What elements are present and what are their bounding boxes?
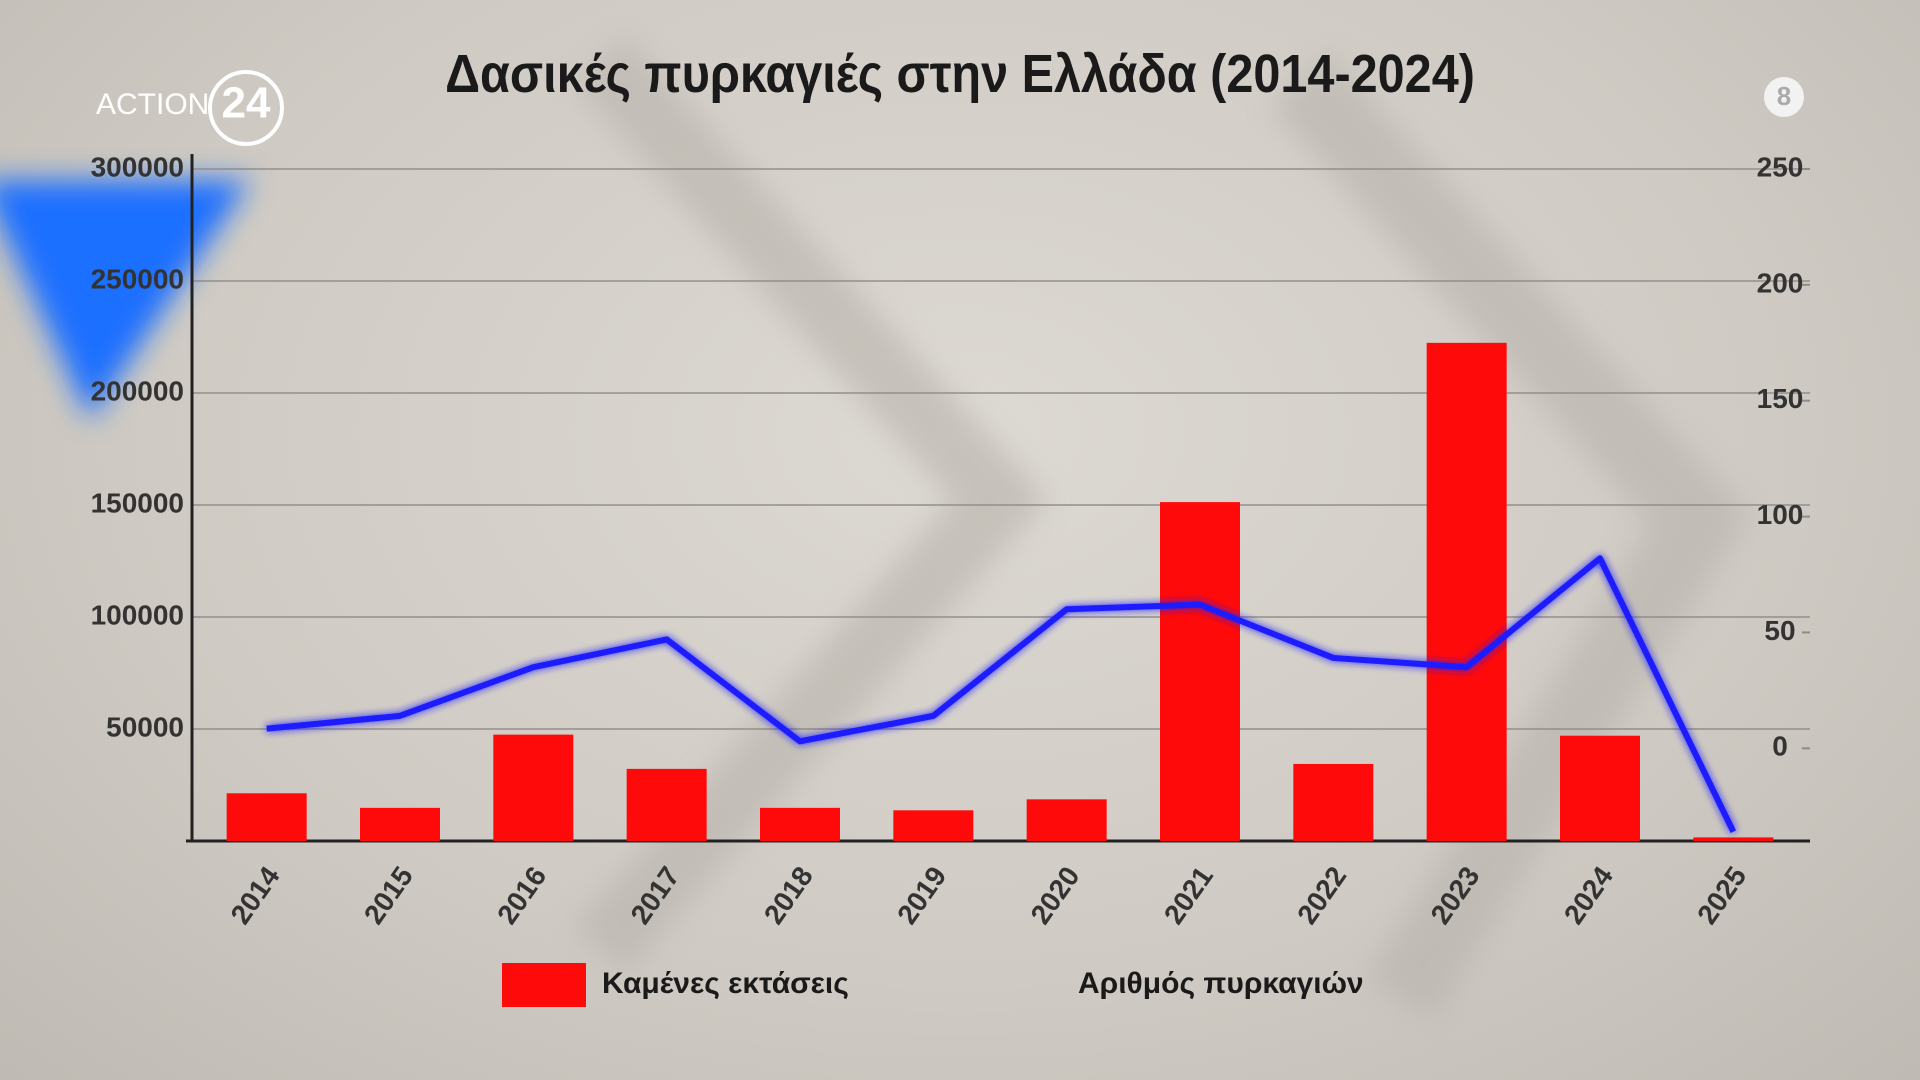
y2-tick-label: 100 (1757, 499, 1804, 530)
logo-ring (208, 70, 284, 146)
y-tick-label: 250000 (91, 263, 184, 294)
line (266, 555, 1737, 834)
chart-title: Δασικές πυρκαγιές στην Ελλάδα (2014-2024… (445, 43, 1475, 104)
y2-tick-label: 200 (1757, 267, 1804, 298)
x-tick-label: 2024 (1558, 861, 1619, 930)
bar (1026, 799, 1107, 841)
x-tick-label: 2016 (491, 861, 552, 930)
legend-label: Καμένες εκτάσεις (602, 967, 849, 1000)
decor-triangle (0, 180, 250, 420)
bar (893, 810, 974, 841)
logo-text: ACTION (96, 88, 209, 121)
x-tick-label: 2015 (358, 861, 419, 930)
y-tick-label: 100000 (91, 599, 184, 630)
y-tick-label: 200000 (91, 375, 184, 406)
bar (1560, 735, 1640, 841)
bar (493, 734, 574, 841)
bar (626, 768, 707, 841)
y2-tick-label: 50 (1764, 615, 1795, 646)
y-tick-label: 300000 (91, 151, 184, 182)
bar (1160, 502, 1240, 841)
badge-circle (1764, 77, 1804, 117)
x-tick-label: 2021 (1158, 861, 1219, 930)
x-tick-label: 2019 (891, 861, 952, 930)
bar (360, 807, 440, 841)
x-tick-label: 2025 (1691, 861, 1752, 930)
y2-tick-label: 150 (1757, 383, 1804, 414)
x-tick-label: 2022 (1291, 861, 1352, 930)
bar (760, 807, 840, 841)
badge: 8 (1777, 81, 1791, 111)
x-tick-label: 2014 (225, 861, 286, 930)
background-shape (573, 36, 1048, 974)
legend-label: Αριθμός πυρκαγιών (1078, 967, 1364, 1000)
bar (226, 793, 307, 841)
bar (1426, 342, 1507, 841)
y2-tick-label: 0 (1772, 731, 1788, 762)
y-tick-label: 150000 (91, 487, 184, 518)
legend-swatch (502, 963, 586, 1007)
bar (1293, 763, 1374, 841)
y2-tick-label: 250 (1757, 151, 1804, 182)
bar (1693, 837, 1774, 841)
x-tick-label: 2020 (1025, 861, 1086, 930)
y-tick-label: 50000 (106, 711, 184, 742)
logo-number: 24 (222, 79, 271, 128)
x-tick-label: 2018 (758, 861, 819, 930)
